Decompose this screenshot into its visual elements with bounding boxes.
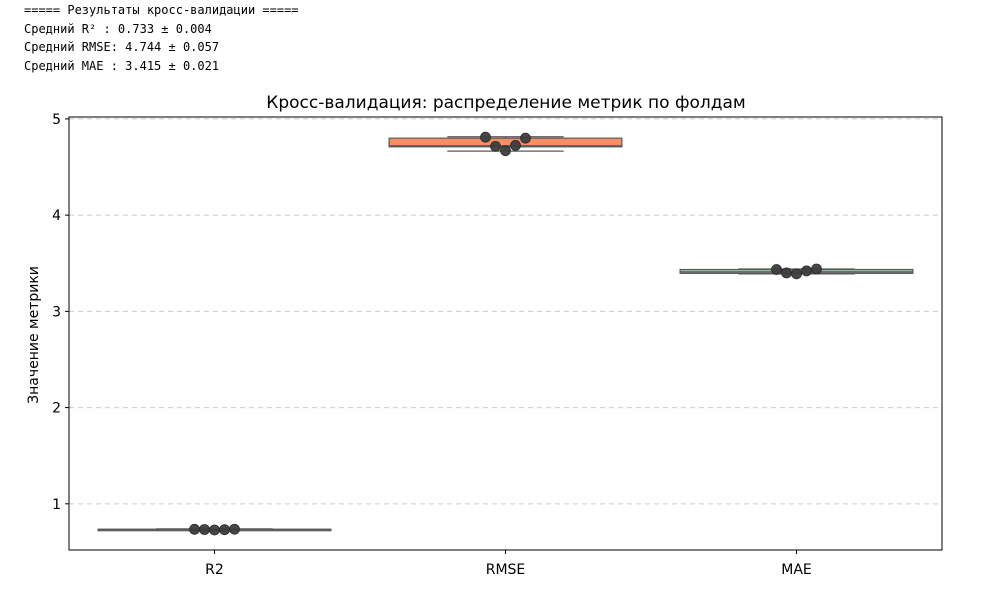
plot-frame [68,116,943,551]
console-line-r2: Средний R² : 0.733 ± 0.004 [24,21,212,36]
y-tick-label-4: 4 [52,208,61,224]
x-tick-label-RMSE: RMSE [486,562,526,578]
console-output: ===== Результаты кросс-валидации ===== Ср… [24,1,299,75]
box-R2 [97,523,332,536]
point-MAE-5 [811,263,822,275]
axes-layer: 1 2 3 4 5 R2 RMSE MAE [52,112,943,578]
y-tick-label-5: 5 [52,112,61,128]
boxes-layer [97,131,914,536]
x-tick-label-MAE: MAE [781,562,812,578]
chart-title: Кросс-валидация: распределение метрик по… [266,93,746,113]
y-tick-label-2: 2 [52,401,61,417]
point-RMSE-2 [490,140,501,152]
point-MAE-3 [791,268,802,280]
y-tick-label-3: 3 [52,304,61,320]
x-tick-label-R2: R2 [205,562,224,578]
point-MAE-1 [771,264,782,275]
point-R2-1 [189,523,200,535]
grid-lines [69,118,942,505]
console-line-header: ===== Результаты кросс-валидации ===== [24,3,299,17]
y-axis-title: Значение метрики [26,266,42,404]
point-R2-2 [199,524,210,535]
y-tick-label-1: 1 [52,497,61,513]
point-RMSE-5 [520,132,531,144]
console-line-mae: Средний MAE : 3.415 ± 0.021 [24,58,220,73]
point-RMSE-1 [480,131,491,143]
box-RMSE [388,131,623,157]
point-R2-4 [219,524,230,536]
point-RMSE-4 [510,139,521,151]
point-RMSE-3 [500,145,511,157]
console-line-rmse: Средний RMSE: 4.744 ± 0.057 [24,40,220,54]
point-MAE-2 [781,267,792,279]
point-R2-3 [209,524,220,536]
box-MAE [679,263,914,280]
point-MAE-4 [801,265,812,277]
point-R2-5 [229,523,240,535]
